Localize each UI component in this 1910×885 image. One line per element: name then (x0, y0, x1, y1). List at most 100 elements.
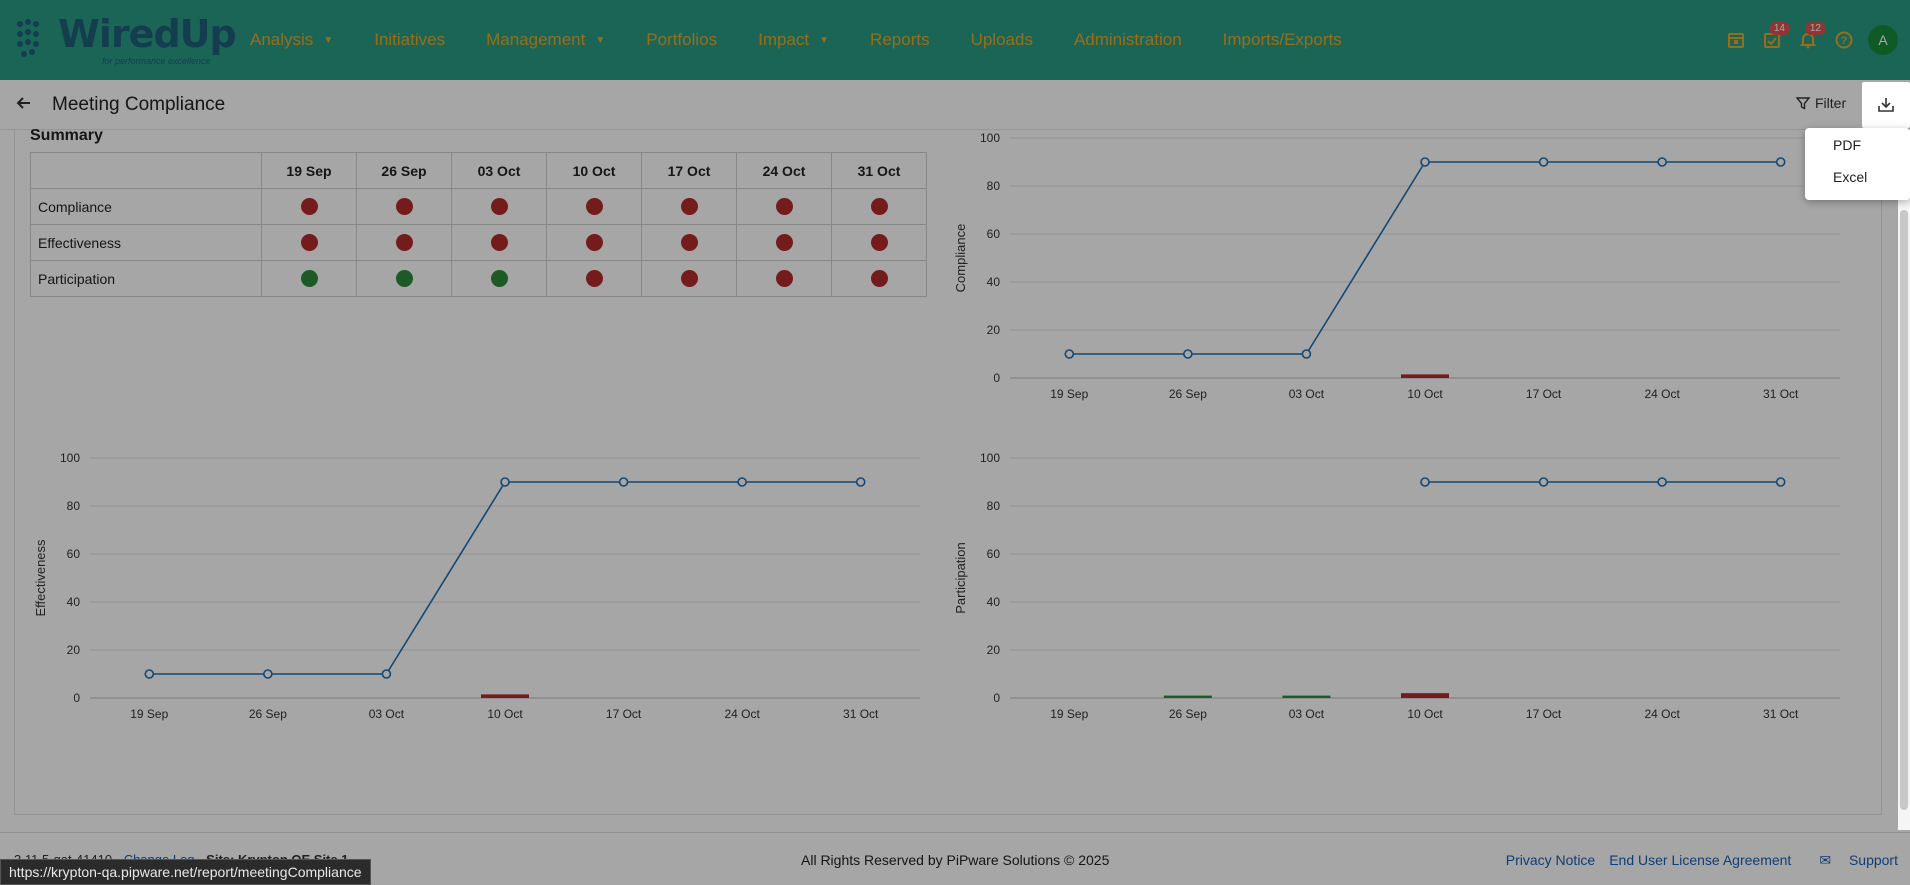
data-point (1183, 349, 1193, 359)
filter-button[interactable]: Filter (1795, 95, 1846, 111)
export-button[interactable] (1862, 82, 1910, 128)
data-point (500, 477, 510, 487)
status-dot-green (395, 270, 413, 288)
summary-cell (736, 224, 832, 261)
x-tick-label: 24 Oct (1644, 387, 1680, 401)
data-point (1420, 157, 1430, 167)
data-point (1301, 349, 1312, 359)
x-tick-label: 31 Oct (843, 707, 879, 721)
export-excel-item[interactable]: Excel (1833, 169, 1868, 185)
x-tick-label: 26 Sep (1169, 707, 1207, 721)
avatar[interactable]: A (1868, 25, 1898, 55)
nav-label: Portfolios (646, 30, 718, 49)
back-arrow-icon[interactable] (14, 93, 38, 117)
y-tick-label: 40 (67, 595, 81, 609)
scroll-thumb[interactable] (1900, 210, 1908, 810)
top-navbar: WiredUp for performance excellence Analy… (0, 0, 1910, 80)
y-tick-label: 0 (73, 691, 80, 705)
status-dot-red (775, 234, 793, 252)
data-point (263, 669, 273, 679)
export-pdf-item[interactable]: PDF (1833, 137, 1861, 153)
calendar-icon[interactable] (1718, 22, 1754, 58)
summary-cell (736, 188, 832, 225)
nav-item-uploads[interactable]: Uploads (971, 30, 1033, 50)
data-point (1538, 157, 1549, 167)
y-tick-label: 100 (980, 131, 1000, 145)
nav-item-reports[interactable]: Reports (870, 30, 930, 50)
y-axis-title: Effectiveness (33, 539, 48, 617)
status-dot-red (395, 198, 413, 216)
nav-item-portfolios[interactable]: Portfolios (646, 30, 717, 50)
nav-item-administration[interactable]: Administration (1074, 30, 1182, 50)
x-tick-label: 03 Oct (1289, 387, 1325, 401)
status-bar (1401, 374, 1449, 378)
support-link[interactable]: ✉ Support (1805, 852, 1898, 869)
y-tick-label: 20 (67, 643, 81, 657)
logo-text: WiredUp (58, 12, 237, 56)
summary-row-label: Participation (30, 260, 262, 297)
status-bar (1282, 695, 1331, 698)
bell-icon[interactable]: 12 (1790, 22, 1826, 58)
status-bar (1163, 695, 1212, 698)
status-dot-red (680, 270, 698, 288)
status-dot-green (300, 270, 318, 288)
data-point (855, 477, 866, 487)
summary-cell (736, 260, 832, 297)
status-dot-green (490, 270, 508, 288)
summary-corner (30, 152, 262, 189)
data-point (1775, 157, 1786, 167)
y-tick-label: 60 (987, 227, 1001, 241)
logo[interactable]: WiredUp for performance excellence (10, 12, 237, 68)
participation-chart: 0 20 40 60 80 100 19 Sep 26 Sep 03 Oct 10 Oct 17 O… (953, 451, 1840, 721)
nav-icons: 14 12 ? A (1718, 0, 1910, 80)
x-tick-label: 19 Sep (1050, 707, 1088, 721)
data-point (1538, 477, 1549, 487)
summary-col-header: 10 Oct (546, 152, 642, 189)
caret-down-icon: ▼ (323, 34, 334, 46)
y-tick-label: 0 (993, 371, 1000, 385)
y-tick-label: 20 (987, 643, 1001, 657)
y-axis-title: Compliance (953, 224, 968, 293)
summary-row-label: Effectiveness (30, 224, 262, 261)
y-tick-label: 100 (60, 451, 80, 465)
status-dot-red (585, 198, 603, 216)
x-tick-label: 31 Oct (1763, 387, 1799, 401)
status-dot-red (585, 234, 603, 252)
nav-item-initiatives[interactable]: Initiatives (374, 30, 445, 50)
y-axis-title: Participation (953, 542, 968, 614)
status-dot-red (585, 270, 603, 288)
summary-col-header: 03 Oct (451, 152, 547, 189)
logo-tagline: for performance excellence (102, 56, 211, 66)
compliance-chart: 0 20 40 60 80 100 19 Sep 26 Sep 03 Oct 10 Oct 17 O… (953, 131, 1840, 401)
summary-cell (356, 260, 452, 297)
summary-cell (831, 260, 927, 297)
status-dot-red (300, 234, 318, 252)
data-point (1064, 349, 1075, 359)
status-dot-red (775, 270, 793, 288)
scrollbar[interactable] (1898, 130, 1910, 830)
effectiveness-chart: 0 20 40 60 80 100 19 Sep 26 Sep 03 Oct 10 Oct 17 O… (33, 451, 920, 721)
nav-label: Initiatives (374, 30, 446, 49)
data-point (618, 477, 629, 487)
privacy-link[interactable]: Privacy Notice (1505, 852, 1596, 868)
status-dot-red (870, 270, 888, 288)
help-icon[interactable]: ? (1826, 22, 1862, 58)
nav-item-management[interactable]: Management ▼ (486, 30, 605, 50)
x-tick-label: 24 Oct (724, 707, 760, 721)
y-tick-label: 40 (987, 595, 1001, 609)
nav-item-analysis[interactable]: Analysis ▼ (250, 30, 333, 50)
summary-row: Participation (30, 260, 927, 297)
x-tick-label: 26 Sep (1169, 387, 1207, 401)
data-point (1657, 477, 1667, 487)
tasks-badge: 14 (1768, 22, 1790, 35)
caret-down-icon: ▼ (595, 34, 606, 46)
eula-link[interactable]: End User License Agreement (1609, 852, 1792, 868)
tasks-icon[interactable]: 14 (1754, 22, 1790, 58)
nav-label: Reports (870, 30, 930, 49)
data-point (381, 669, 392, 679)
nav-item-imports-exports[interactable]: Imports/Exports (1223, 30, 1342, 50)
summary-col-header: 19 Sep (261, 152, 357, 189)
x-tick-label: 03 Oct (369, 707, 405, 721)
nav-item-impact[interactable]: Impact ▼ (758, 30, 829, 50)
